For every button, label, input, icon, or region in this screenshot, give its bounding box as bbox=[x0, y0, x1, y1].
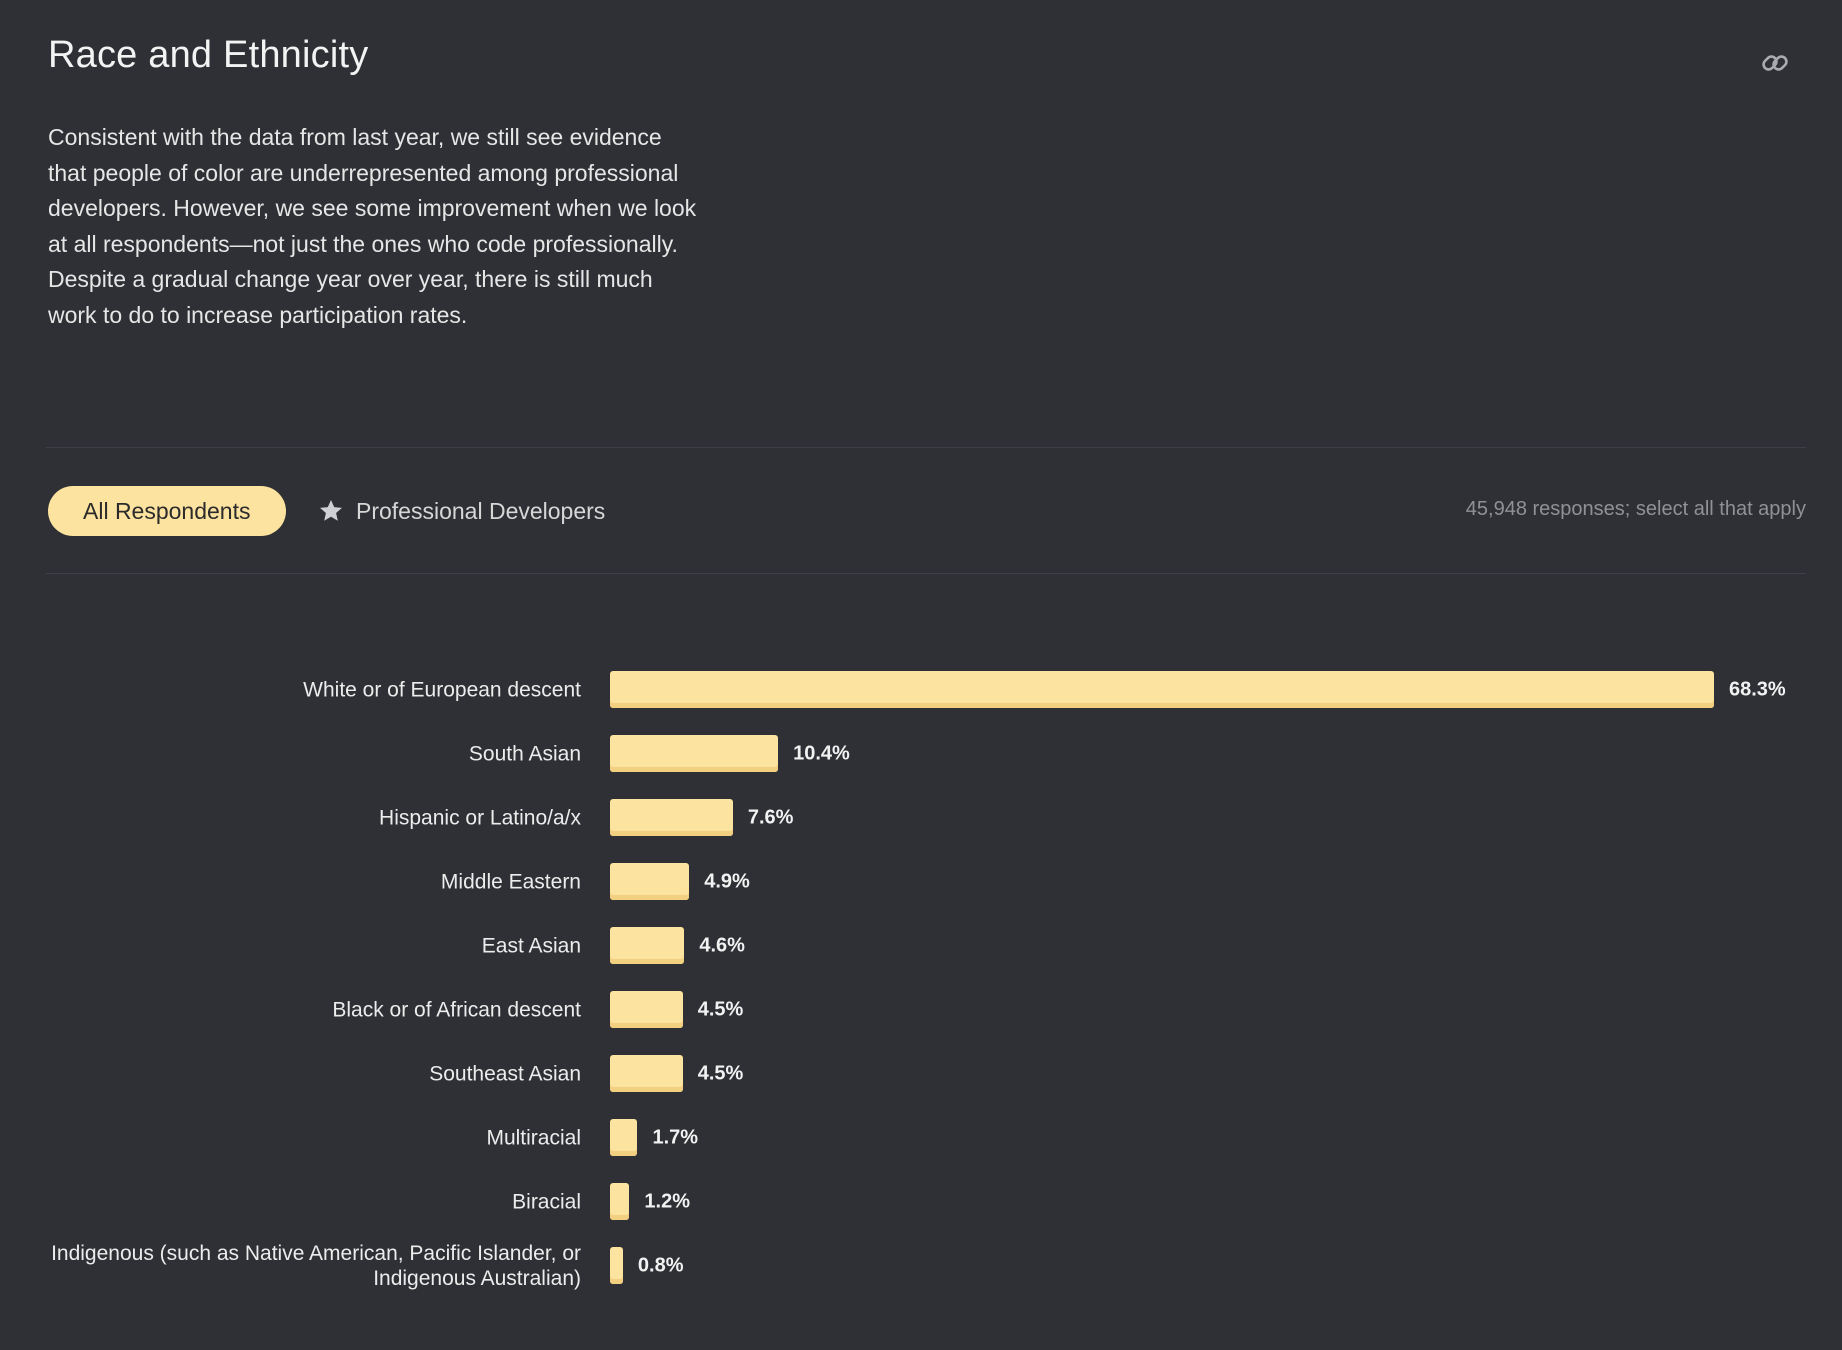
value-label: 68.3% bbox=[1729, 678, 1786, 701]
section-description: Consistent with the data from last year,… bbox=[48, 124, 697, 328]
value-label: 0.8% bbox=[637, 1254, 684, 1277]
bar-chart: White or of European descent 68.3% South A… bbox=[0, 640, 1842, 1300]
category-label: Biracial bbox=[512, 1190, 581, 1214]
value-label: 4.6% bbox=[699, 934, 745, 957]
tab-all-respondents[interactable]: All Respondents bbox=[48, 486, 286, 536]
bar bbox=[610, 799, 733, 836]
bar bbox=[610, 927, 685, 964]
value-label: 10.4% bbox=[793, 742, 850, 765]
divider-bottom bbox=[46, 573, 1806, 574]
category-label: East Asian bbox=[481, 934, 581, 958]
link-icon[interactable] bbox=[1758, 46, 1792, 80]
star-icon bbox=[320, 499, 342, 521]
bar bbox=[610, 671, 1714, 708]
category-label: Indigenous (such as Native American, Pac… bbox=[51, 1242, 581, 1290]
bar bbox=[610, 991, 683, 1028]
bar bbox=[610, 1247, 623, 1284]
value-label: 4.5% bbox=[697, 998, 744, 1021]
tab-professional-developers[interactable]: Professional Developers bbox=[318, 490, 605, 532]
tab-professional-developers-label: Professional Developers bbox=[356, 497, 606, 524]
bar bbox=[610, 735, 779, 772]
category-label: Multiracial bbox=[486, 1126, 581, 1150]
value-label: 4.9% bbox=[704, 870, 750, 893]
category-label: Southeast Asian bbox=[429, 1062, 581, 1086]
bar bbox=[610, 1183, 630, 1220]
value-label: 1.7% bbox=[652, 1126, 699, 1149]
value-label: 7.6% bbox=[747, 806, 794, 829]
category-label: Middle Eastern bbox=[440, 870, 581, 894]
category-label: White or of European descent bbox=[303, 678, 581, 702]
value-label: 4.5% bbox=[697, 1062, 744, 1085]
bar bbox=[610, 1119, 638, 1156]
divider-top bbox=[46, 447, 1806, 448]
category-label: Black or of African descent bbox=[332, 998, 581, 1022]
section-title: Race and Ethnicity bbox=[48, 34, 369, 76]
responses-note: 45,948 responses; select all that apply bbox=[1465, 498, 1806, 520]
bar bbox=[610, 1055, 683, 1092]
value-label: 1.2% bbox=[644, 1190, 690, 1213]
category-label: South Asian bbox=[468, 742, 581, 766]
bar bbox=[610, 863, 690, 900]
category-label: Hispanic or Latino/a/x bbox=[379, 806, 581, 830]
